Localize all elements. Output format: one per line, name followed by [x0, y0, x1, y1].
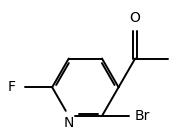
- Text: Br: Br: [135, 109, 150, 123]
- Text: N: N: [63, 116, 74, 130]
- Text: O: O: [130, 11, 141, 25]
- Text: F: F: [8, 80, 16, 94]
